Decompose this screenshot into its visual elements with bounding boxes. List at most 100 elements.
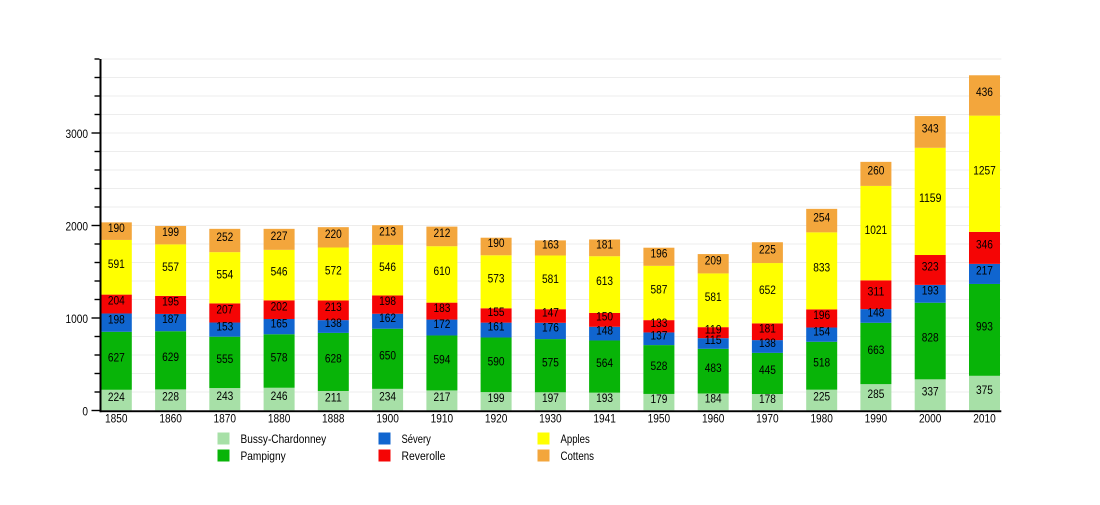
svg-text:1850: 1850	[105, 411, 128, 425]
svg-text:557: 557	[162, 260, 179, 274]
svg-text:209: 209	[705, 253, 722, 267]
svg-text:162: 162	[379, 311, 396, 325]
svg-text:202: 202	[271, 299, 288, 313]
svg-text:581: 581	[542, 272, 559, 286]
svg-text:1880: 1880	[268, 411, 291, 425]
svg-text:217: 217	[976, 264, 993, 278]
svg-text:546: 546	[271, 265, 288, 279]
svg-text:260: 260	[867, 164, 884, 178]
svg-text:1980: 1980	[810, 411, 833, 425]
svg-text:1910: 1910	[431, 411, 454, 425]
svg-text:Reverolle: Reverolle	[402, 449, 446, 463]
svg-text:555: 555	[216, 352, 233, 366]
svg-text:1159: 1159	[919, 191, 942, 205]
svg-text:207: 207	[216, 303, 233, 317]
svg-text:178: 178	[759, 392, 776, 406]
svg-text:518: 518	[813, 355, 830, 369]
svg-text:220: 220	[325, 227, 342, 241]
svg-text:154: 154	[813, 324, 830, 338]
svg-text:2000: 2000	[919, 411, 942, 425]
svg-text:663: 663	[867, 343, 884, 357]
svg-text:211: 211	[325, 390, 342, 404]
svg-text:225: 225	[813, 390, 830, 404]
svg-text:254: 254	[813, 210, 830, 224]
svg-text:1900: 1900	[376, 411, 399, 425]
svg-text:184: 184	[705, 392, 722, 406]
svg-text:1960: 1960	[702, 411, 725, 425]
svg-text:155: 155	[488, 305, 505, 319]
svg-text:199: 199	[162, 225, 179, 239]
svg-text:198: 198	[379, 294, 396, 308]
svg-text:3000: 3000	[66, 127, 89, 141]
svg-text:833: 833	[813, 261, 830, 275]
svg-text:172: 172	[433, 317, 450, 331]
svg-text:198: 198	[108, 312, 125, 326]
svg-text:375: 375	[976, 383, 993, 397]
svg-text:147: 147	[542, 306, 559, 320]
svg-text:590: 590	[488, 354, 505, 368]
svg-text:629: 629	[162, 350, 179, 364]
svg-text:246: 246	[271, 389, 288, 403]
svg-text:225: 225	[759, 242, 776, 256]
svg-text:2010: 2010	[973, 411, 996, 425]
svg-text:190: 190	[108, 221, 125, 235]
svg-text:578: 578	[271, 351, 288, 365]
svg-text:190: 190	[488, 236, 505, 250]
svg-text:1970: 1970	[756, 411, 779, 425]
svg-text:546: 546	[379, 260, 396, 274]
svg-text:573: 573	[488, 271, 505, 285]
svg-text:228: 228	[162, 390, 179, 404]
svg-text:2000: 2000	[66, 220, 89, 234]
svg-text:445: 445	[759, 363, 776, 377]
svg-text:193: 193	[922, 283, 939, 297]
svg-text:285: 285	[867, 387, 884, 401]
svg-text:150: 150	[596, 310, 613, 324]
svg-text:252: 252	[216, 230, 233, 244]
svg-text:1000: 1000	[66, 312, 89, 326]
svg-text:1990: 1990	[865, 411, 888, 425]
svg-text:1930: 1930	[539, 411, 562, 425]
svg-text:1860: 1860	[159, 411, 182, 425]
svg-text:165: 165	[271, 316, 288, 330]
svg-text:193: 193	[596, 391, 613, 405]
svg-text:181: 181	[759, 321, 776, 335]
svg-text:179: 179	[650, 392, 667, 406]
svg-text:627: 627	[108, 350, 125, 364]
svg-text:610: 610	[433, 264, 450, 278]
svg-text:652: 652	[759, 283, 776, 297]
svg-text:650: 650	[379, 348, 396, 362]
svg-text:176: 176	[542, 321, 559, 335]
svg-text:234: 234	[379, 389, 396, 403]
svg-text:1021: 1021	[865, 223, 888, 237]
svg-text:196: 196	[650, 246, 667, 260]
svg-text:1870: 1870	[214, 411, 237, 425]
svg-text:323: 323	[922, 260, 939, 274]
svg-text:Apples: Apples	[561, 432, 590, 446]
svg-text:554: 554	[216, 267, 233, 281]
svg-text:337: 337	[922, 385, 939, 399]
svg-text:195: 195	[162, 295, 179, 309]
svg-text:564: 564	[596, 356, 613, 370]
svg-text:Bussy-Chardonney: Bussy-Chardonney	[241, 432, 327, 446]
svg-text:311: 311	[867, 284, 884, 298]
svg-text:587: 587	[650, 283, 667, 297]
svg-text:Sévery: Sévery	[402, 432, 432, 446]
svg-text:153: 153	[216, 319, 233, 333]
svg-text:196: 196	[813, 308, 830, 322]
svg-text:243: 243	[216, 389, 233, 403]
svg-text:197: 197	[542, 391, 559, 405]
svg-text:199: 199	[488, 391, 505, 405]
svg-text:591: 591	[108, 257, 125, 271]
svg-text:1941: 1941	[593, 411, 616, 425]
svg-text:1257: 1257	[973, 163, 996, 177]
svg-text:828: 828	[922, 331, 939, 345]
svg-text:Pampigny: Pampigny	[241, 449, 287, 463]
svg-text:119: 119	[705, 322, 722, 336]
svg-text:436: 436	[976, 85, 993, 99]
svg-text:343: 343	[922, 122, 939, 136]
svg-text:213: 213	[325, 300, 342, 314]
svg-text:483: 483	[705, 361, 722, 375]
svg-text:138: 138	[325, 316, 342, 330]
svg-text:138: 138	[759, 336, 776, 350]
svg-text:628: 628	[325, 352, 342, 366]
